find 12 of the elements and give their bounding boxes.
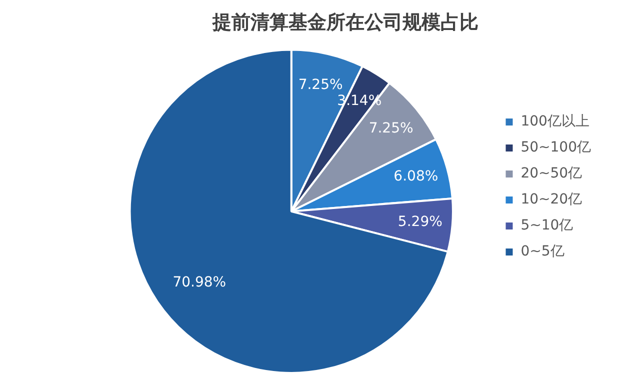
legend-label: 50~100亿 <box>520 140 592 156</box>
legend-label: 0~5亿 <box>520 244 564 260</box>
data-label: 7.25% <box>298 77 343 94</box>
legend-label: 5~10亿 <box>520 218 574 234</box>
legend-label: 100亿以上 <box>520 114 590 130</box>
data-label: 7.25% <box>368 120 414 137</box>
data-label: 6.08% <box>394 168 438 184</box>
legend-label: 10~20亿 <box>520 192 582 208</box>
legend-label: 20~50亿 <box>520 166 582 182</box>
chart-title: 提前清算基金所在公司规模占比 <box>212 11 478 34</box>
data-label: 70.98% <box>172 274 226 290</box>
data-label: 5.29% <box>398 214 442 230</box>
